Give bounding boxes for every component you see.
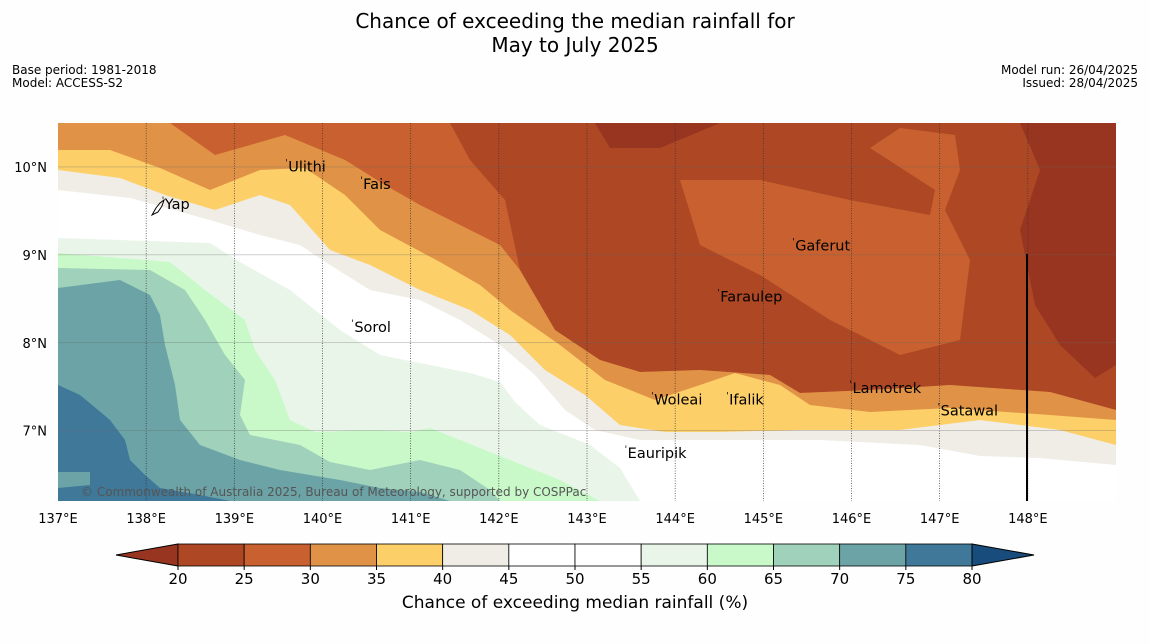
colorbar-tick-label: 55 <box>632 570 651 588</box>
contour-below20-east <box>1020 123 1116 378</box>
model-text: Model: ACCESS-S2 <box>12 76 124 90</box>
colorbar-tick-label: 45 <box>499 570 518 588</box>
place-marker: ' <box>351 319 353 329</box>
base-period-text: Base period: 1981-2018 <box>12 63 157 77</box>
colorbar-tick-label: 75 <box>896 570 915 588</box>
lat-tick-label: 9°N <box>23 249 48 264</box>
colorbar-segment <box>706 543 774 567</box>
place-marker: ' <box>625 445 627 455</box>
colorbar-tick-label: 20 <box>168 570 187 588</box>
colorbar-segment <box>177 543 245 567</box>
colorbar-tick-label: 60 <box>698 570 717 588</box>
place-label: Ifalik <box>729 392 764 408</box>
lon-tick-label: 138°E <box>126 512 166 527</box>
colorbar-segment <box>574 543 642 567</box>
place-marker: ' <box>285 158 287 168</box>
meta-right: Model run: 26/04/2025 Issued: 28/04/2025 <box>1001 64 1138 90</box>
colorbar-segment <box>508 543 576 567</box>
colorbar: 20 25 30 35 40 45 50 55 60 65 70 75 80 <box>115 543 1035 588</box>
colorbar-tick-label: 70 <box>830 570 849 588</box>
rainfall-map <box>58 123 1116 501</box>
contour-75-80 <box>58 385 230 501</box>
lat-tick-labels: 10°N 9°N 8°N 7°N <box>14 161 47 440</box>
place-marker: ' <box>792 237 794 247</box>
colorbar-segment <box>243 543 311 567</box>
place-marker: ' <box>726 391 728 401</box>
colorbar-segment <box>376 543 444 567</box>
place-label: Eauripik <box>628 446 687 462</box>
place-label: Yap <box>164 197 190 213</box>
place-label: Sorol <box>354 320 391 336</box>
place-marker: ' <box>360 176 362 186</box>
copyright-text: © Commonwealth of Australia 2025, Bureau… <box>81 485 586 499</box>
lon-tick-label: 137°E <box>38 512 78 527</box>
place-label: Woleai <box>654 392 702 408</box>
grid-lines <box>58 123 1116 501</box>
lon-tick-label: 146°E <box>832 512 872 527</box>
place-label: Lamotrek <box>853 381 922 397</box>
lon-tick-label: 144°E <box>655 512 695 527</box>
lat-tick-label: 7°N <box>23 425 48 440</box>
place-marker: ' <box>938 403 940 413</box>
contour-70-75-patch <box>58 472 90 488</box>
place-label: Satawal <box>941 404 998 420</box>
colorbar-label: Chance of exceeding median rainfall (%) <box>401 593 749 613</box>
colorbar-segment <box>839 543 907 567</box>
lat-tick-label: 8°N <box>23 337 48 352</box>
place-label: Fais <box>363 177 390 193</box>
place-marker: ' <box>717 288 719 298</box>
colorbar-tick-label: 50 <box>565 570 584 588</box>
colorbar-segment <box>309 543 377 567</box>
yap-island <box>150 198 165 217</box>
place-marker: ' <box>651 391 653 401</box>
chart-title: Chance of exceeding the median rainfall … <box>0 9 1150 57</box>
contour-below20-north <box>595 123 720 148</box>
place-labels: ' Yap' Ulithi' Fais' Gaferut' Faraulep' Sorol'… <box>162 158 998 462</box>
contour-70-75 <box>58 280 450 501</box>
model-run-text: Model run: 26/04/2025 <box>1000 63 1138 77</box>
chart-title-line2: May to July 2025 <box>491 33 659 57</box>
place-marker: ' <box>162 196 164 206</box>
colorbar-tick-label: 25 <box>235 570 254 588</box>
lon-tick-label: 147°E <box>920 512 960 527</box>
colorbar-tick-label: 80 <box>962 570 981 588</box>
colorbar-tick-label: 65 <box>764 570 783 588</box>
colorbar-segment <box>905 543 973 567</box>
colorbar-segment <box>640 543 708 567</box>
lon-tick-label: 148°E <box>1008 512 1048 527</box>
colorbar-tick-label: 40 <box>433 570 452 588</box>
colorbar-extend-max <box>971 543 1035 567</box>
place-label: Ulithi <box>288 159 326 175</box>
lon-tick-label: 142°E <box>479 512 519 527</box>
colorbar-extend-min <box>115 543 179 567</box>
contour-25-30-patch <box>680 128 970 355</box>
lon-tick-label: 141°E <box>391 512 431 527</box>
lon-tick-label: 139°E <box>215 512 255 527</box>
colorbar-tick-label: 30 <box>301 570 320 588</box>
lon-tick-label: 140°E <box>303 512 343 527</box>
place-marker: ' <box>850 380 852 390</box>
colorbar-segment <box>442 543 510 567</box>
issued-text: Issued: 28/04/2025 <box>1022 76 1138 90</box>
chart-title-line1: Chance of exceeding the median rainfall … <box>355 9 795 33</box>
place-label: Faraulep <box>720 289 782 305</box>
place-label: Gaferut <box>795 238 850 254</box>
colorbar-segment <box>773 543 841 567</box>
lon-tick-labels: 137°E 138°E 139°E 140°E 141°E 142°E 143°E 144°E… <box>38 512 1047 527</box>
colorbar-tick-label: 35 <box>367 570 386 588</box>
lon-tick-label: 145°E <box>744 512 784 527</box>
meta-left: Base period: 1981-2018 Model: ACCESS-S2 <box>12 64 157 90</box>
lon-tick-label: 143°E <box>567 512 607 527</box>
lat-tick-label: 10°N <box>14 161 47 176</box>
